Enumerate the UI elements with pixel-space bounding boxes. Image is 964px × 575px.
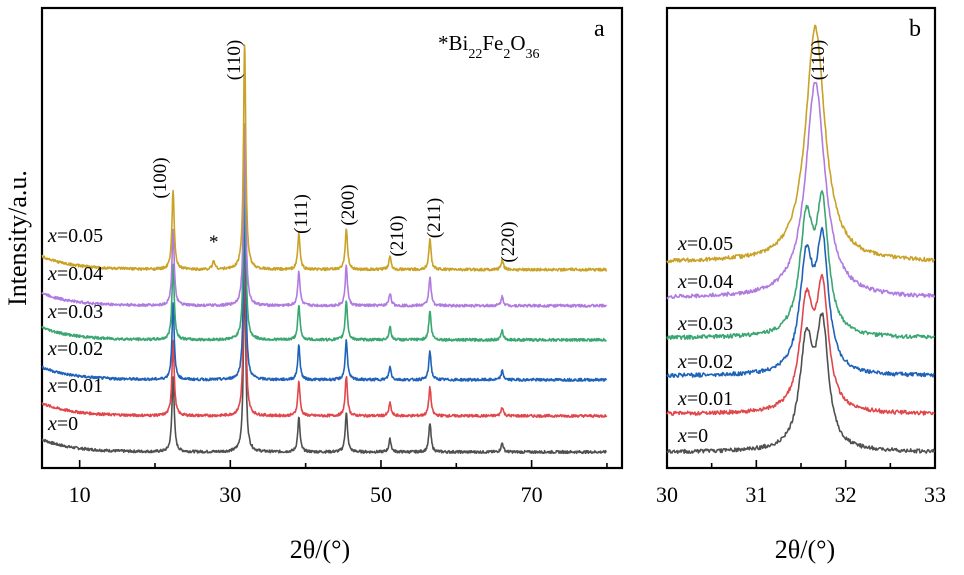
series-label-value: =0 bbox=[57, 413, 78, 435]
legend-sub-3: 36 bbox=[526, 47, 540, 62]
panel-a-frame bbox=[40, 6, 624, 470]
series-label: x=0.02 bbox=[47, 338, 103, 360]
x-tick-label: 33 bbox=[924, 482, 946, 507]
series-label-value: =0.01 bbox=[57, 375, 103, 397]
x-tick-label: 30 bbox=[219, 482, 241, 507]
series-label-var: x bbox=[47, 301, 57, 323]
trace-x-0 bbox=[41, 270, 607, 455]
series-label-var: x bbox=[677, 271, 687, 293]
series-label-value: =0.04 bbox=[57, 263, 103, 285]
series-label: x=0.05 bbox=[47, 225, 103, 247]
series-label: x=0.03 bbox=[677, 313, 733, 335]
trace-b-x-0 bbox=[666, 312, 936, 454]
series-label-value: =0.04 bbox=[687, 271, 733, 293]
legend-fe: Fe bbox=[482, 31, 503, 55]
panel-b-letter: b bbox=[909, 16, 921, 42]
peak-label: (220) bbox=[498, 221, 519, 262]
panel-a-x-ticks: 10 30 50 70 bbox=[69, 460, 608, 507]
series-label: x=0.01 bbox=[677, 388, 733, 410]
trace-x-0p04 bbox=[41, 123, 608, 308]
trace-b-x-0p02 bbox=[666, 226, 935, 378]
impurity-legend: *Bi22Fe2O36 bbox=[438, 31, 540, 62]
impurity-star: * bbox=[209, 232, 219, 253]
series-label-value: =0.01 bbox=[687, 388, 733, 410]
series-label-var: x bbox=[677, 313, 687, 335]
series-label-var: x bbox=[47, 375, 57, 397]
y-axis-title: Intensity/a.u. bbox=[3, 170, 32, 306]
panel-b-x-ticks: 30 31 32 33 bbox=[656, 460, 946, 507]
x-tick-label: 10 bbox=[69, 482, 91, 507]
series-label-var: x bbox=[677, 425, 687, 447]
x-tick-label: 31 bbox=[745, 482, 767, 507]
panel-a-traces bbox=[41, 44, 608, 455]
panel-a-series-labels: x=0x=0.01x=0.02x=0.03x=0.04x=0.05 bbox=[47, 225, 103, 435]
x-tick-label: 32 bbox=[835, 482, 857, 507]
series-label: x=0.02 bbox=[677, 351, 733, 373]
panel-b-peak-label: (110) bbox=[808, 40, 829, 80]
x-tick-label: 30 bbox=[656, 482, 678, 507]
legend-bi: Bi bbox=[449, 31, 469, 55]
panel-b-x-axis-title: 2θ/(°) bbox=[775, 535, 835, 564]
series-label: x=0 bbox=[677, 425, 708, 447]
series-label-var: x bbox=[47, 263, 57, 285]
peak-label: (111) bbox=[291, 194, 312, 234]
panel-a-letter: a bbox=[594, 16, 605, 42]
trace-b-x-0p01 bbox=[666, 273, 935, 416]
series-label: x=0.03 bbox=[47, 301, 103, 323]
trace-x-0p03 bbox=[41, 156, 607, 342]
series-label-var: x bbox=[47, 338, 57, 360]
trace-b-x-0p05 bbox=[666, 24, 936, 264]
panel-a-x-axis-title: 2θ/(°) bbox=[290, 535, 350, 564]
series-label-var: x bbox=[677, 233, 687, 255]
panel-b: 30 31 32 33 x=0x=0.01x=0.02x=0.03x=0.04x=0.… bbox=[656, 6, 946, 564]
series-label-var: x bbox=[677, 351, 687, 373]
series-label-value: =0.02 bbox=[687, 351, 733, 373]
peak-label: (210) bbox=[387, 215, 408, 256]
panel-b-series-labels: x=0x=0.01x=0.02x=0.03x=0.04x=0.05 bbox=[677, 233, 733, 447]
trace-x-0p05 bbox=[41, 44, 608, 272]
panel-a-peak-labels: (100) (110) (111) (200) (210) (211) (220) * bbox=[150, 40, 519, 263]
peak-label: (100) bbox=[150, 157, 171, 198]
legend-sub-2: 2 bbox=[503, 47, 510, 62]
legend-sub-1: 22 bbox=[468, 47, 482, 62]
series-label-var: x bbox=[47, 413, 57, 435]
legend-o: O bbox=[510, 31, 525, 55]
series-label-value: =0.05 bbox=[687, 233, 733, 255]
series-label-var: x bbox=[47, 225, 57, 247]
peak-label: (110) bbox=[224, 40, 245, 80]
panel-b-traces bbox=[666, 24, 936, 454]
peak-label: (211) bbox=[424, 198, 445, 238]
series-label: x=0.05 bbox=[677, 233, 733, 255]
series-label: x=0 bbox=[47, 413, 78, 435]
series-label: x=0.04 bbox=[677, 271, 733, 293]
trace-b-x-0p04 bbox=[666, 81, 936, 300]
peak-label: (200) bbox=[338, 184, 359, 225]
series-label-value: =0.05 bbox=[57, 225, 103, 247]
series-label-value: =0.03 bbox=[57, 301, 103, 323]
series-label: x=0.01 bbox=[47, 375, 103, 397]
series-label: x=0.04 bbox=[47, 263, 103, 285]
series-label-value: =0.02 bbox=[57, 338, 103, 360]
series-label-value: =0.03 bbox=[687, 313, 733, 335]
x-tick-label: 70 bbox=[521, 482, 543, 507]
panel-a: 10 30 50 70 x=0x=0.01x=0.02x=0.03x=0.04x=0.… bbox=[3, 6, 624, 564]
x-tick-label: 50 bbox=[370, 482, 392, 507]
legend-star: * bbox=[438, 31, 449, 55]
series-label-var: x bbox=[677, 388, 687, 410]
series-label-value: =0 bbox=[687, 425, 708, 447]
trace-x-0p02 bbox=[41, 196, 608, 382]
trace-b-x-0p03 bbox=[666, 190, 936, 340]
trace-x-0p01 bbox=[41, 232, 608, 418]
